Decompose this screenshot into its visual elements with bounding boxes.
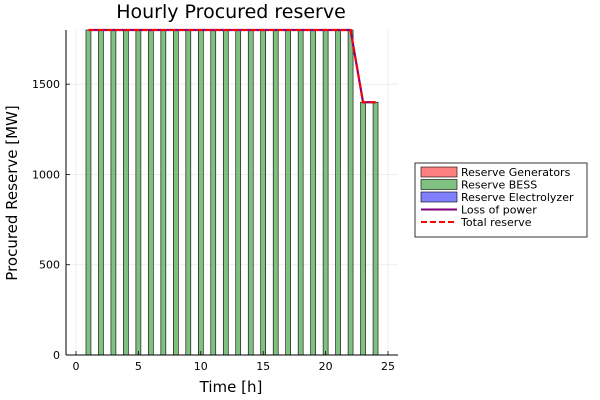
- bar: [360, 101, 366, 356]
- loss-of-power-line: [88, 28, 376, 104]
- bar: [222, 29, 229, 356]
- y-tick-label: 1000: [32, 168, 60, 181]
- bar: [110, 29, 117, 356]
- chart-title: Hourly Procured reserve: [116, 1, 346, 23]
- bar: [85, 29, 92, 356]
- x-tick-label: 15: [256, 360, 270, 373]
- bar: [247, 29, 254, 356]
- bar: [347, 29, 354, 356]
- bar: [173, 29, 179, 356]
- y-tick-label: 1500: [32, 78, 60, 91]
- bar: [297, 29, 304, 356]
- x-tick-label: 0: [72, 360, 79, 373]
- bar: [98, 29, 104, 356]
- legend-swatch: [420, 191, 458, 203]
- bar: [123, 29, 129, 356]
- bar: [210, 29, 217, 356]
- x-tick-label: 20: [319, 360, 333, 373]
- bar: [260, 29, 266, 356]
- bar: [285, 29, 291, 356]
- axes: [65, 30, 398, 356]
- bar: [335, 29, 341, 356]
- tick-labels: 0 5 10 15 20 25 0 500 1000 1500: [32, 78, 395, 373]
- bar: [135, 29, 142, 356]
- legend-label: Reserve BESS: [461, 179, 537, 192]
- bar: [160, 29, 167, 356]
- legend-label: Total reserve: [460, 216, 532, 229]
- bar: [372, 101, 379, 356]
- y-tick-label: 0: [53, 349, 60, 362]
- y-axis-label: Procured Reserve [MW]: [3, 105, 21, 280]
- bar: [185, 29, 192, 356]
- bar: [272, 29, 279, 356]
- x-tick-label: 25: [381, 360, 395, 373]
- lines-group: [88, 28, 376, 104]
- bar: [322, 29, 329, 356]
- bar: [310, 29, 316, 356]
- bar: [235, 29, 242, 356]
- total-reserve-line: [88, 29, 376, 104]
- legend-swatch: [420, 166, 458, 178]
- bar: [198, 29, 204, 356]
- bar: [148, 29, 154, 356]
- x-axis-label: Time [h]: [199, 378, 263, 396]
- bars-group: [85, 29, 379, 356]
- legend-label: Loss of power: [461, 204, 537, 217]
- y-tick-label: 500: [39, 259, 60, 272]
- x-tick-label: 10: [194, 360, 208, 373]
- legend-label: Reserve Electrolyzer: [461, 191, 574, 204]
- x-tick-label: 5: [135, 360, 142, 373]
- legend-swatch: [420, 179, 458, 190]
- legend-label: Reserve Generators: [461, 166, 571, 179]
